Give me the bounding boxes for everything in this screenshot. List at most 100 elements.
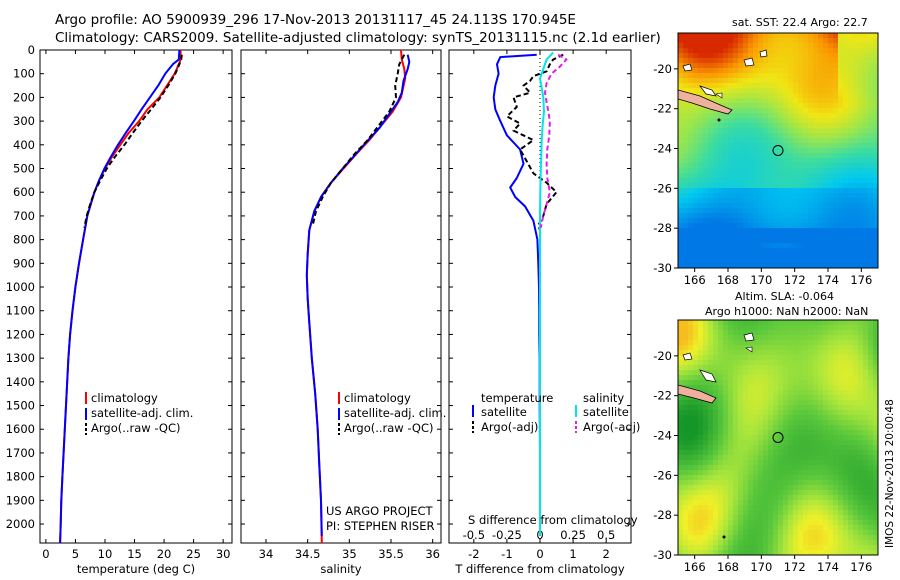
heatmap-cell [853,243,859,249]
heatmap-cell [808,515,814,521]
heatmap-cell [853,98,859,104]
heatmap-cell [698,258,704,264]
heatmap-cell [748,500,754,506]
heatmap-cell [728,178,734,184]
heatmap-cell [758,430,764,436]
heatmap-cell [688,435,694,441]
heatmap-cell [723,223,729,229]
heatmap-cell [743,430,749,436]
heatmap-cell [873,440,878,446]
heatmap-cell [768,535,774,541]
heatmap-cell [823,385,829,391]
heatmap-cell [788,380,794,386]
heatmap-cell [678,263,684,268]
heatmap-cell [728,365,734,371]
heatmap-cell [678,475,684,481]
heatmap-cell [753,535,759,541]
heatmap-cell [768,400,774,406]
heatmap-cell [753,38,759,44]
heatmap-cell [713,415,719,421]
heatmap-cell [708,445,714,451]
heatmap-cell [733,223,739,229]
heatmap-cell [768,350,774,356]
heatmap-cell [853,505,859,511]
heatmap-cell [783,68,789,74]
heatmap-cell [763,213,769,219]
heatmap-cell [798,480,804,486]
heatmap-cell [858,233,864,239]
heatmap-cell [768,228,774,234]
heatmap-cell [863,475,869,481]
heatmap-cell [793,335,799,341]
heatmap-cell [698,460,704,466]
heatmap-cell [838,325,844,331]
heatmap-cell [708,410,714,416]
heatmap-cell [858,440,864,446]
heatmap-cell [813,233,819,239]
heatmap-cell [748,238,754,244]
heatmap-cell [733,475,739,481]
heatmap-cell [853,263,859,268]
heatmap-cell [803,420,809,426]
heatmap-cell [693,133,699,139]
heatmap-cell [808,88,814,94]
heatmap-cell [808,178,814,184]
heatmap-cell [718,450,724,456]
heatmap-cell [788,470,794,476]
heatmap-cell [823,505,829,511]
heatmap-cell [778,163,784,169]
heatmap-cell [733,370,739,376]
heatmap-cell [808,530,814,536]
heatmap-cell [738,330,744,336]
heatmap-cell [748,325,754,331]
heatmap-cell [708,213,714,219]
heatmap-cell [863,138,869,144]
heatmap-cell [723,148,729,154]
heatmap-cell [873,530,878,536]
heatmap-cell [678,258,684,264]
heatmap-cell [838,430,844,436]
heatmap-cell [778,445,784,451]
heatmap-cell [683,480,689,486]
heatmap-cell [793,68,799,74]
heatmap-cell [803,350,809,356]
heatmap-cell [808,485,814,491]
heatmap-cell [683,88,689,94]
heatmap-cell [748,510,754,516]
heatmap-cell [858,53,864,59]
heatmap-cell [818,530,824,536]
heatmap-cell [758,530,764,536]
heatmap-cell [768,78,774,84]
heatmap-cell [833,43,839,49]
heatmap-cell [708,480,714,486]
heatmap-cell [823,213,829,219]
heatmap-cell [728,425,734,431]
heatmap-cell [738,445,744,451]
heatmap-cell [678,435,684,441]
heatmap-cell [863,430,869,436]
heatmap-cell [768,320,774,326]
heatmap-cell [678,345,684,351]
heatmap-cell [698,410,704,416]
heatmap-cell [688,233,694,239]
heatmap-cell [798,390,804,396]
heatmap-cell [693,153,699,159]
heatmap-cell [743,450,749,456]
heatmap-cell [703,355,709,361]
heatmap-cell [733,340,739,346]
heatmap-cell [728,68,734,74]
heatmap-cell [828,153,834,159]
heatmap-cell [698,405,704,411]
heatmap-cell [733,470,739,476]
heatmap-cell [868,258,874,264]
heatmap-cell [823,470,829,476]
heatmap-cell [703,68,709,74]
heatmap-cell [793,495,799,501]
heatmap-cell [708,420,714,426]
heatmap-cell [688,83,694,89]
heatmap-cell [813,430,819,436]
heatmap-cell [763,243,769,249]
heatmap-cell [778,425,784,431]
heatmap-cell [793,550,799,555]
heatmap-cell [843,375,849,381]
